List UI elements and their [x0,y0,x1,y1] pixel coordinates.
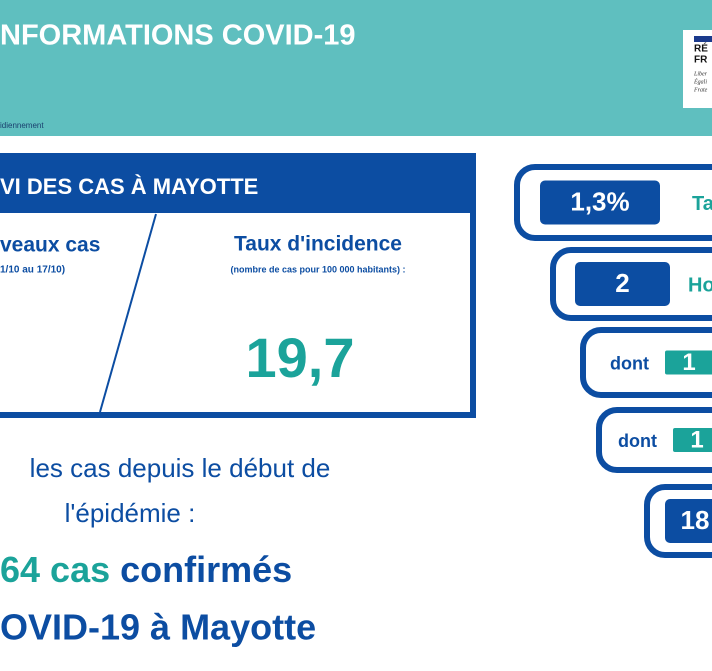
header-band [0,0,712,136]
summary-line: les cas depuis le début de [30,453,331,483]
indicator-value: 18 [681,505,710,535]
indicator-frame [596,407,712,473]
divider [99,213,157,413]
summary-line: l'épidémie : [65,498,196,528]
logo-text: FR [694,55,708,66]
summary-count-suffix: confirmés [120,549,292,590]
indicators: 1,3% Ta 2 Ho 1 dont 1 dont 18 [514,164,712,558]
header-title: NFORMATIONS COVID-19 [0,20,356,52]
indicator-box [540,180,660,225]
summary-count: 64 cas [0,549,110,590]
header-subtitle: idiennement [0,121,44,130]
indicator-label: Ta [692,193,712,215]
indicator-box [665,499,712,543]
indicator-box [575,262,670,306]
indicator-value: 1,3% [570,186,629,216]
left-period: 1/10 au 17/10) [0,265,65,276]
indicator-prefix: dont [610,353,649,373]
indicator-box [673,428,712,452]
indicator-frame [580,327,712,398]
logo-flag [694,36,712,42]
indicator-value: 2 [615,268,629,298]
logo-motto: Égali [693,77,707,85]
logo-motto: Frate [693,87,708,93]
panel-title: VI DES CAS À MAYOTTE [0,174,258,199]
indicator-value: 1 [690,426,703,453]
right-note: (nombre de cas pour 100 000 habitants) : [230,264,405,274]
summary-line: OVID-19 à Mayotte [0,607,316,648]
logo-text: RÉ [694,42,708,55]
left-heading: veaux cas [0,234,100,257]
indicator-prefix: dont [618,431,657,451]
panel-body [0,213,470,412]
logo-motto: Liber [693,71,708,77]
indicator-value: 1 [682,349,695,376]
logo [683,30,712,108]
indicator-label: Ho [688,274,712,296]
right-heading: Taux d'incidence [234,233,402,256]
summary-count-line: 64 cas confirmés [0,549,292,590]
indicator-box [665,350,712,375]
incidence-value: 19,7 [246,326,355,389]
